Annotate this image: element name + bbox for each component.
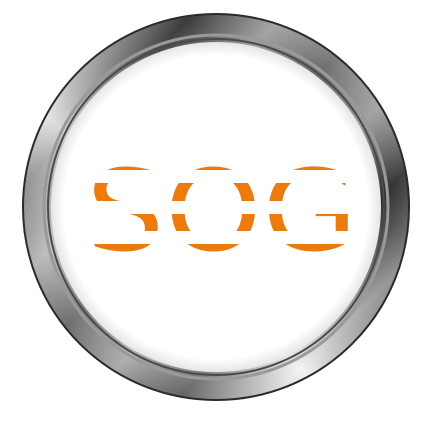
chrome-ring — [22, 13, 410, 401]
logo-text: SOG — [86, 147, 358, 277]
logo-text-group: SOG — [86, 147, 358, 277]
